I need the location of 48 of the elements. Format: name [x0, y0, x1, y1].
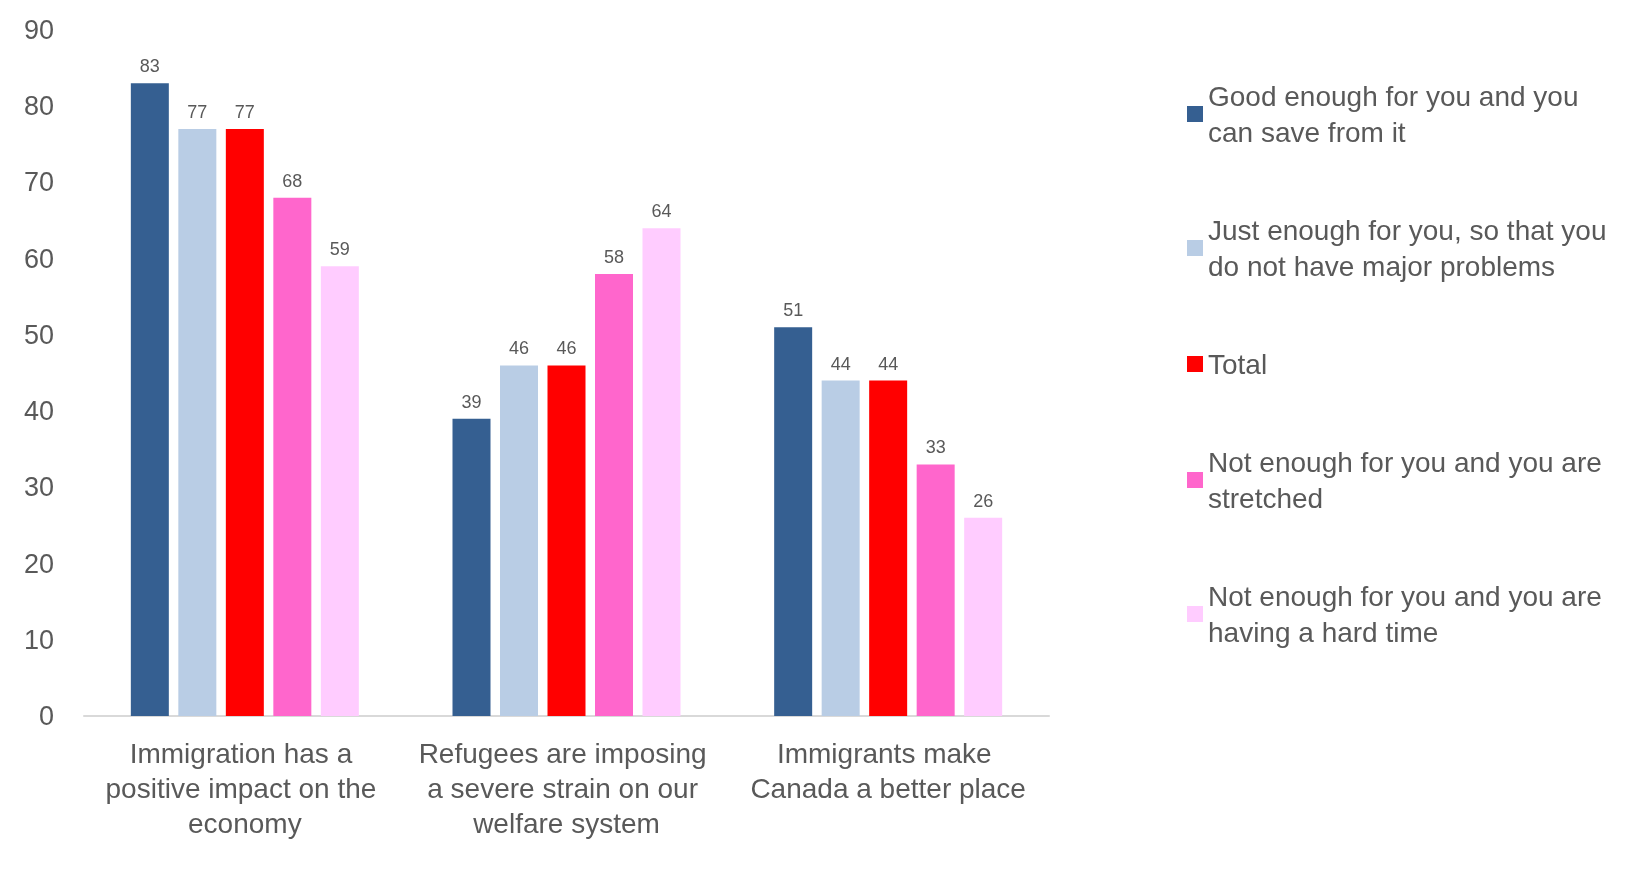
y-tick-label: 30: [23, 472, 54, 503]
bar: [595, 273, 633, 716]
y-tick-label: 60: [23, 243, 54, 274]
y-tick-label: 50: [23, 319, 54, 350]
legend-label: Not enough for you and you are stretched: [1208, 446, 1610, 514]
y-tick-label: 40: [23, 396, 54, 427]
data-label: 44: [830, 353, 851, 374]
data-label: 39: [461, 391, 482, 412]
bar: [130, 83, 169, 716]
data-label: 33: [925, 437, 946, 458]
y-tick-label: 10: [23, 624, 54, 655]
y-tick-label: 90: [23, 15, 54, 45]
data-label: 83: [139, 56, 160, 77]
bar: [452, 418, 491, 716]
legend-label: Total: [1208, 348, 1268, 380]
bar: [320, 266, 359, 716]
bar: [642, 228, 681, 716]
bar: [916, 464, 955, 716]
y-tick-label: 80: [23, 91, 54, 122]
legend-label: Good enough for you and you can save from it: [1208, 80, 1587, 148]
data-label: 77: [234, 102, 255, 123]
bar: [869, 380, 908, 716]
legend-label: Not enough for you and you are having a hard time: [1208, 580, 1610, 648]
y-tick-label: 70: [23, 167, 54, 198]
x-tick-label: Immigration has a positive impact on the economy: [105, 738, 385, 839]
x-tick-label: Immigrants make Canada a better place: [750, 738, 1026, 804]
data-label: 64: [651, 201, 672, 222]
data-label: 46: [556, 338, 577, 359]
data-label: 26: [973, 490, 994, 511]
data-label: 68: [282, 170, 303, 191]
bar: [774, 327, 813, 716]
bar: [273, 197, 312, 716]
data-label: 46: [508, 338, 530, 359]
data-label: 77: [187, 102, 208, 123]
y-tick-label: 0: [38, 701, 54, 731]
data-label: 58: [603, 246, 625, 267]
data-label: 44: [878, 353, 899, 374]
bar: [500, 365, 538, 716]
x-tick-label: Refugees are imposing a severe strain on our welfare system: [418, 738, 715, 839]
bar: [821, 380, 860, 716]
y-tick-label: 20: [23, 548, 54, 579]
bar: [225, 129, 264, 716]
bar: [178, 129, 217, 716]
data-label: 59: [329, 239, 350, 260]
bar: [964, 517, 1003, 716]
data-label: 51: [783, 300, 804, 321]
legend-label: Just enough for you, so that you do not have major problems: [1208, 214, 1615, 282]
bar: [547, 365, 586, 716]
